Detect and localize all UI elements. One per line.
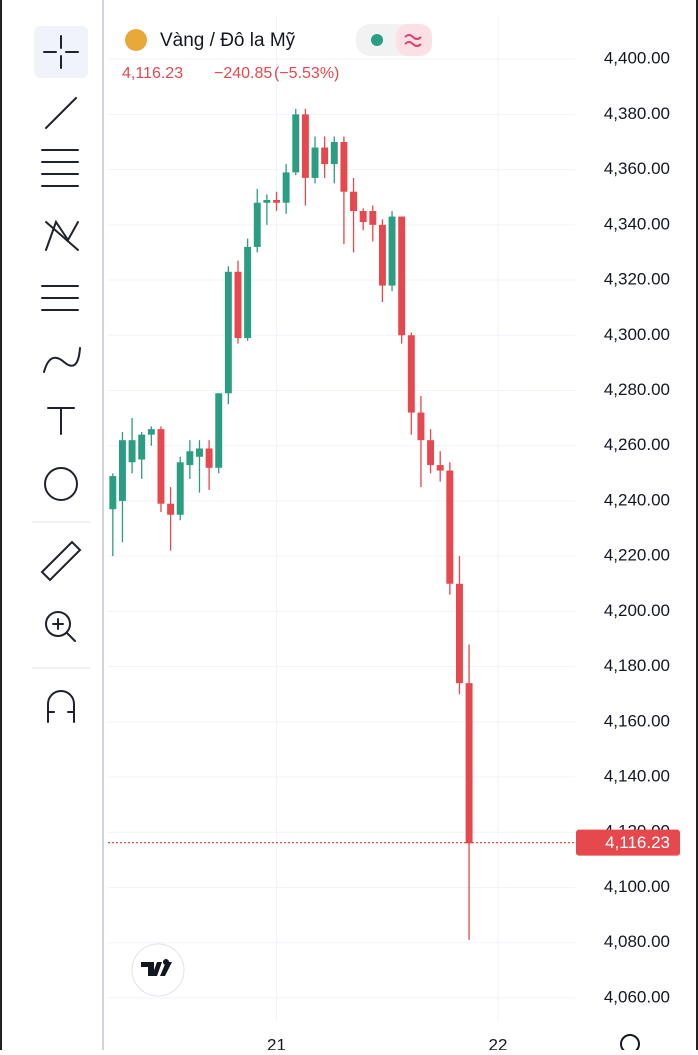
y-tick-label: 4,200.00 <box>604 601 670 620</box>
last-price-badge <box>576 829 680 856</box>
candle-body <box>340 142 348 192</box>
y-tick-label: 4,280.00 <box>604 380 670 399</box>
fib-tool[interactable] <box>41 149 79 187</box>
candle-body <box>292 114 300 173</box>
y-tick-label: 4,220.00 <box>604 546 670 565</box>
trend-line-tool[interactable] <box>45 97 77 129</box>
candle-body <box>244 246 252 339</box>
pattern-tool[interactable] <box>45 219 79 251</box>
y-tick-label: 4,160.00 <box>604 711 670 730</box>
candle-body <box>167 503 175 515</box>
y-tick-label: 4,060.00 <box>604 987 670 1006</box>
candle-body <box>446 470 454 584</box>
candle-body <box>321 147 329 165</box>
x-tick-label: 21 <box>267 1035 286 1050</box>
plot-area: 4,060.004,080.004,100.004,120.004,140.00… <box>108 15 680 1054</box>
forecast-tool[interactable] <box>41 285 79 311</box>
candle-body <box>138 434 146 460</box>
delay-badge <box>396 24 432 56</box>
y-tick-label: 4,260.00 <box>604 435 670 454</box>
candle-body <box>186 451 194 466</box>
candle-body <box>253 202 261 247</box>
candle-body <box>369 211 377 225</box>
y-tick-label: 4,360.00 <box>604 159 670 178</box>
candle-body <box>359 211 367 223</box>
y-tick-label: 4,400.00 <box>604 49 670 68</box>
header-price: 4,116.23 <box>122 65 183 82</box>
candle-body <box>128 440 136 463</box>
candle-body <box>301 114 309 178</box>
candle-body <box>407 335 415 413</box>
magnet-tool[interactable] <box>47 690 75 723</box>
candle-body <box>436 465 444 471</box>
candle-body <box>215 393 223 468</box>
candle-body <box>455 583 463 684</box>
y-tick-label: 4,300.00 <box>604 325 670 344</box>
candle-body <box>118 440 126 501</box>
candle-body <box>263 199 271 203</box>
candle-body <box>224 271 232 394</box>
y-tick-label: 4,340.00 <box>604 214 670 233</box>
ruler-tool[interactable] <box>40 540 82 582</box>
candle-body <box>398 216 406 336</box>
candle-body <box>311 147 319 178</box>
y-tick-label: 4,240.00 <box>604 490 670 509</box>
brush-tool[interactable] <box>43 347 81 373</box>
candle-body <box>417 412 425 441</box>
candle-body <box>388 216 396 286</box>
zoom-icon <box>52 618 76 642</box>
market-status <box>371 34 383 46</box>
y-tick-label: 4,380.00 <box>604 104 670 123</box>
emoji-tool[interactable] <box>44 467 78 501</box>
header-change: −240.85 <box>214 65 272 82</box>
toolbar <box>32 26 90 723</box>
settings-icon[interactable] <box>620 1034 640 1054</box>
crosshair-icon <box>43 35 79 69</box>
candle-body <box>234 271 242 339</box>
tv-logo-mark <box>141 959 172 976</box>
x-tick-label: 22 <box>489 1035 508 1050</box>
y-tick-label: 4,180.00 <box>604 656 670 675</box>
candle-body <box>465 683 473 844</box>
candle-body <box>176 462 184 515</box>
candle-body <box>147 429 155 435</box>
candle-body <box>273 199 280 203</box>
last-price-label: 4,116.23 <box>605 833 670 852</box>
candle-body <box>109 476 117 510</box>
header-change-percent: (−5.53%) <box>274 65 339 82</box>
candle-body <box>427 440 435 466</box>
y-tick-label: 4,140.00 <box>604 767 670 786</box>
candle-body <box>350 191 358 212</box>
candle-body <box>196 448 203 457</box>
candle-body <box>330 142 338 165</box>
y-tick-label: 4,320.00 <box>604 270 670 289</box>
zoom-tool[interactable] <box>45 611 71 637</box>
y-tick-label: 4,100.00 <box>604 877 670 896</box>
candle-body <box>282 172 290 203</box>
delay-icon <box>404 34 422 47</box>
candle-body <box>378 224 386 286</box>
symbol-title: Vàng / Đô la Mỹ <box>160 30 296 51</box>
text-tool[interactable] <box>47 407 75 435</box>
crosshair-tool[interactable] <box>34 26 88 78</box>
y-tick-label: 4,080.00 <box>604 932 670 951</box>
candle-body <box>157 429 165 504</box>
candle-body <box>205 448 213 468</box>
symbol-icon <box>125 29 147 51</box>
